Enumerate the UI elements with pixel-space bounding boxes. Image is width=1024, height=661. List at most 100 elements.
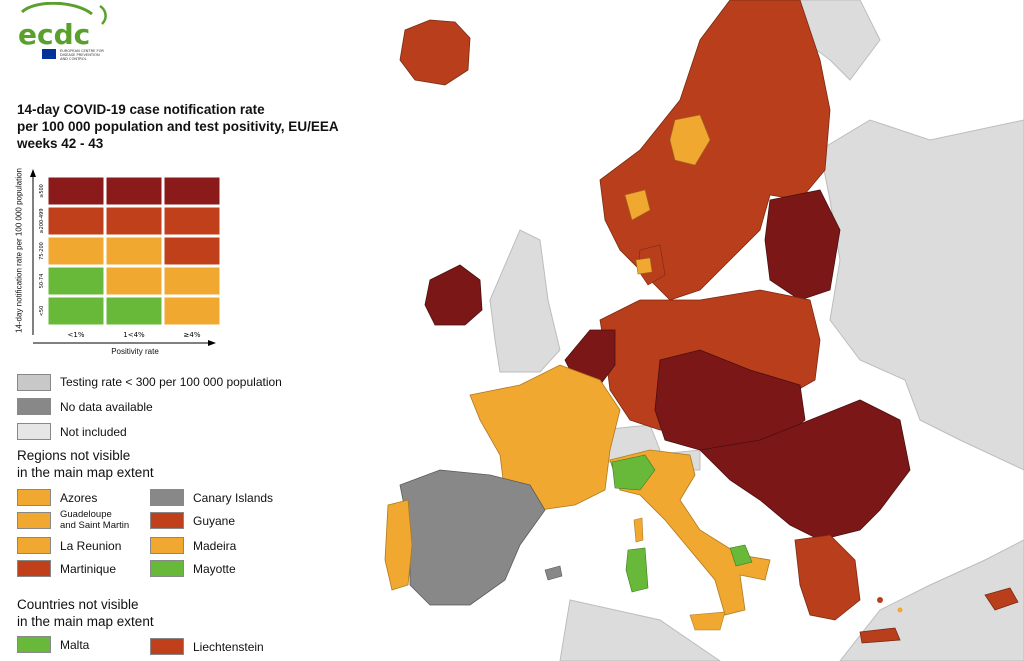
ireland [424,264,483,326]
corsica [633,517,644,543]
matrix-cell [47,206,105,236]
matrix-row-label: 75-200 [39,242,45,260]
swatch-mayotte [150,560,184,577]
countries-header-line2: in the main map extent [17,614,154,629]
region-la-reunion: La Reunion [60,539,122,553]
region-azores: Azores [60,491,98,505]
matrix-cell [163,296,221,326]
matrix-row-label: ≥200-499 [39,208,45,233]
matrix-row-label: ≥500 [39,184,45,198]
spain [399,469,546,606]
map-title: 14-day COVID-19 case notification rate p… [17,101,339,152]
swatch-guadeloupe [17,512,51,529]
logo-line3: AND CONTROL [60,57,87,61]
southeast-europe [699,399,911,541]
norway-orange-area [624,189,651,221]
legend-testing-rate: Testing rate < 300 per 100 000 populatio… [60,375,282,389]
swatch-testing-rate [17,374,51,391]
region-canary-islands: Canary Islands [193,491,274,505]
country-malta: Malta [60,638,90,652]
matrix-y-axis-label: 14-day notification rate per 100 000 pop… [14,168,24,334]
greece [794,534,861,621]
crete [859,627,901,644]
country-liechtenstein: Liechtenstein [193,640,264,654]
matrix-col-label: 1<4% [123,331,145,339]
regions-header: Regions not visible in the main map exte… [17,447,154,481]
region-mayotte: Mayotte [193,562,236,576]
countries-header-line1: Countries not visible [17,597,139,612]
countries-header: Countries not visible in the main map ex… [17,596,154,630]
rate-positivity-matrix: ≥500 ≥200-499 75-200 50-74 <50 <1% 1<4% ≥4% [30,169,221,346]
title-line2: per 100 000 population and test positivi… [17,119,339,134]
matrix-cell [47,296,105,326]
matrix-row-labels: ≥500 ≥200-499 75-200 50-74 <50 [39,184,45,316]
swatch-canary-islands [150,489,184,506]
region-guadeloupe-line1: Guadeloupe [60,509,112,520]
matrix-cell [163,266,221,296]
matrix-cell [105,176,163,206]
swatch-no-data [17,398,51,415]
regions-header-line2: in the main map extent [17,465,154,480]
region-madeira: Madeira [193,539,237,553]
title-line3: weeks 42 - 43 [17,136,104,151]
title-line1: 14-day COVID-19 case notification rate [17,102,265,117]
sweden-orange-area [669,114,711,166]
swatch-guyane [150,512,184,529]
matrix-cell [105,206,163,236]
sardinia [625,547,649,593]
matrix-x-axis-label: Positivity rate [111,347,159,356]
matrix-col-label: ≥4% [184,331,201,339]
region-guadeloupe: Guadeloupe and Saint Martin [60,509,129,531]
italy [609,449,771,616]
legend-not-included: Not included [60,425,127,439]
swatch-martinique [17,560,51,577]
matrix-col-labels: <1% 1<4% ≥4% [68,331,201,339]
matrix-cell [47,236,105,266]
swatch-azores [17,489,51,506]
region-martinique: Martinique [60,562,117,576]
matrix-cell [163,236,221,266]
iceland [399,19,471,86]
swatch-not-included [17,423,51,440]
matrix-row-label: <50 [39,306,45,317]
denmark-orange-area [635,257,653,275]
matrix-row-label: 50-74 [39,274,45,289]
island-dot [897,607,903,613]
baltics [764,189,841,301]
regions-header-line1: Regions not visible [17,448,131,463]
island-dot [877,597,883,603]
italy-south-green [729,544,753,567]
cyprus [984,587,1019,611]
swatch-madeira [150,537,184,554]
matrix-cell [105,236,163,266]
ecdc-logo: ecdc EUROPEAN CENTRE FOR DISEASE PREVENT… [18,2,107,61]
sicily [689,611,726,631]
matrix-cell [105,266,163,296]
italy-north-green [611,454,656,491]
swatch-malta [17,636,51,653]
matrix-cell [47,266,105,296]
logo-line1: EUROPEAN CENTRE FOR [60,49,104,53]
swatch-liechtenstein [150,638,184,655]
matrix-cells [47,176,221,326]
island-dot [817,587,823,593]
x-arrowhead [208,340,216,346]
region-guadeloupe-line2: and Saint Martin [60,520,130,531]
france [469,364,621,511]
balearic [544,565,563,581]
legend-no-data: No data available [60,400,153,414]
legend-panel: ecdc EUROPEAN CENTRE FOR DISEASE PREVENT… [0,0,339,661]
region-guyane: Guyane [193,514,236,528]
matrix-cell [163,176,221,206]
matrix-cell [47,176,105,206]
portugal [384,499,413,591]
logo-wordmark: ecdc [18,18,90,51]
logo-line2: DISEASE PREVENTION [60,53,100,57]
matrix-cell [163,206,221,236]
y-arrowhead [30,169,36,177]
swatch-la-reunion [17,537,51,554]
eu-flag-icon [42,49,56,59]
matrix-col-label: <1% [68,331,85,339]
matrix-cell [105,296,163,326]
